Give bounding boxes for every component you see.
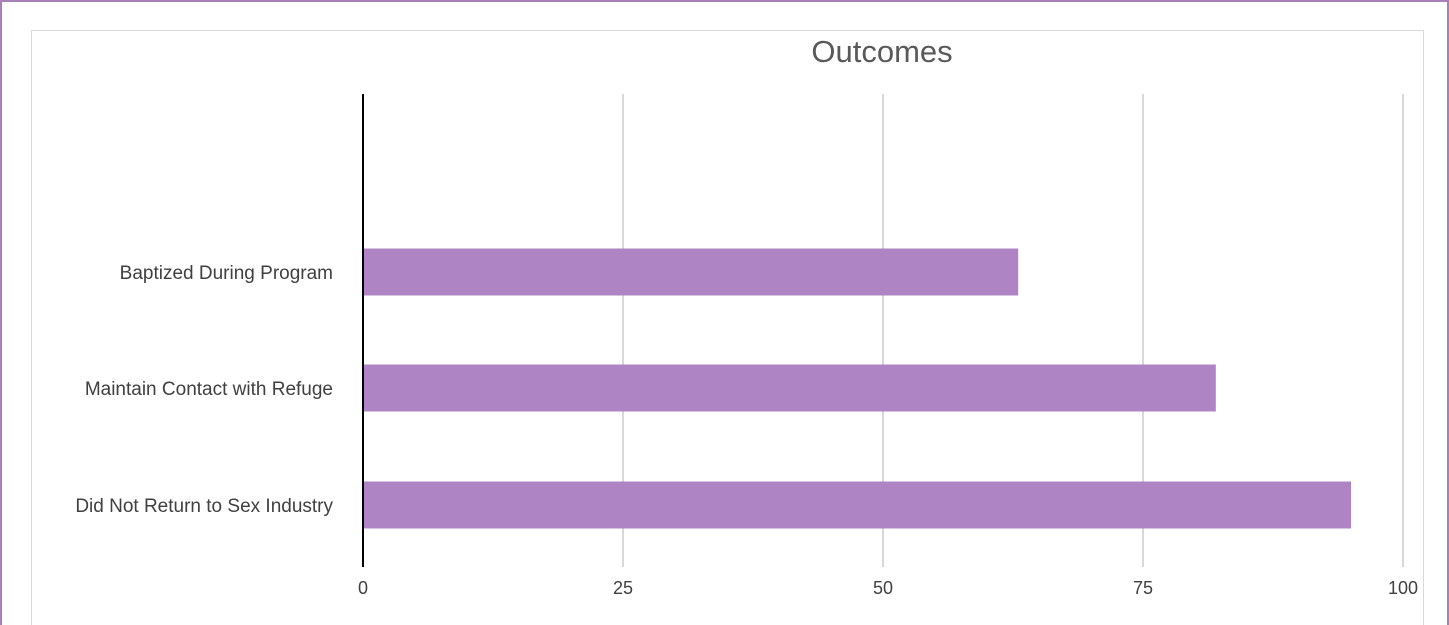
y-category-label: Did Not Return to Sex Industry	[75, 496, 333, 517]
x-tick-label: 50	[873, 578, 893, 598]
x-tick-label: 75	[1133, 578, 1153, 598]
y-category-label: Maintain Contact with Refuge	[85, 379, 333, 400]
chart-title: Outcomes	[811, 34, 952, 69]
x-tick-label: 0	[358, 578, 368, 598]
bar	[363, 481, 1351, 529]
x-tick-label: 100	[1388, 578, 1418, 598]
x-tick-label: 25	[613, 578, 633, 598]
y-category-label: Baptized During Program	[120, 263, 333, 284]
bar	[363, 364, 1216, 412]
bar	[363, 248, 1019, 296]
